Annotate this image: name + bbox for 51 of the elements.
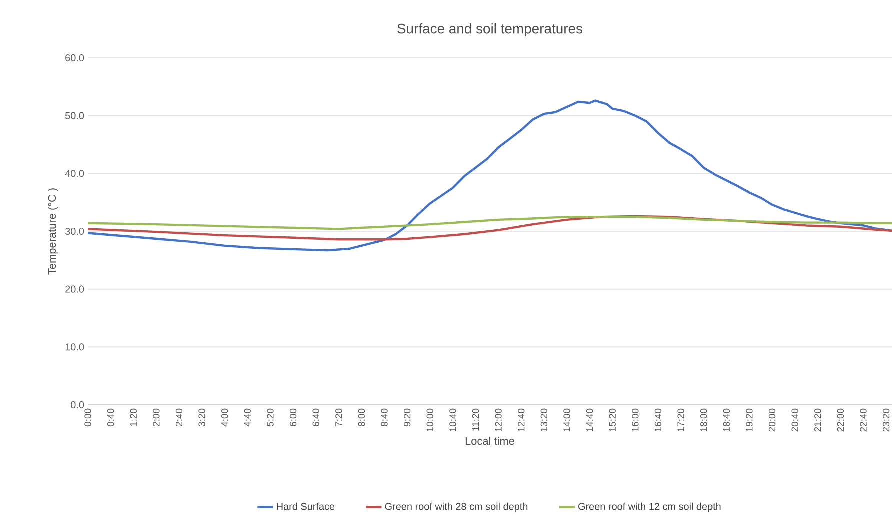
x-tick-label: 13:20	[540, 408, 548, 432]
y-tick-label: 50.0	[65, 112, 84, 120]
x-tick-label: 14:40	[586, 408, 594, 432]
x-tick-label: 18:00	[700, 408, 708, 432]
x-tick-label: 21:20	[814, 408, 822, 432]
x-tick-label: 2:00	[153, 408, 160, 426]
x-tick-label: 3:20	[198, 408, 206, 427]
x-tick-label: 12:00	[495, 408, 502, 432]
y-tick-label: 60.0	[66, 54, 84, 62]
legend-label: Hard Surface	[277, 502, 335, 510]
x-tick-label: 22:40	[860, 408, 867, 432]
x-tick-label: 15:20	[609, 408, 616, 432]
y-axis-title: Temperature (°C )	[48, 188, 58, 275]
x-tick-label: 9:20	[404, 408, 411, 427]
y-tick-label: 30.0	[65, 228, 84, 236]
x-tick-label: 19:20	[746, 408, 753, 432]
x-tick-label: 7:20	[336, 408, 342, 426]
x-tick-label: 18:40	[723, 408, 730, 432]
chart-title: Surface and soil temperatures	[398, 24, 582, 36]
line-series	[86, 100, 892, 252]
x-tick-label: 20:40	[792, 408, 798, 432]
y-tick-label: 20.0	[66, 286, 84, 293]
x-tick-label: 4:00	[222, 408, 228, 427]
x-tick-label: 11:20	[472, 408, 480, 431]
x-tick-label: 8:40	[381, 408, 388, 427]
x-tick-label: 8:00	[358, 408, 366, 427]
x-tick-label: 6:00	[290, 408, 297, 426]
y-tick-label: 10.0	[66, 344, 84, 351]
x-tick-label: 14:00	[564, 408, 570, 432]
x-tick-label: 17:20	[678, 408, 684, 432]
x-tick-label: 10:40	[450, 408, 456, 432]
y-tick-label: 0.0	[71, 401, 84, 409]
x-tick-label: 16:00	[632, 408, 639, 432]
x-tick-label: 22:00	[837, 408, 844, 432]
x-tick-label: 0:40	[107, 408, 114, 427]
x-tick-label: 23:20	[882, 408, 890, 432]
x-axis-title: Local time	[466, 437, 514, 446]
x-tick-label: 16:40	[654, 408, 662, 432]
legend-label: Green roof with 28 cm soil depth	[385, 502, 528, 512]
x-tick-label: 2:40	[176, 408, 183, 426]
y-tick-label: 40.0	[65, 170, 84, 178]
x-tick-label: 10:00	[426, 408, 434, 432]
x-tick-label: 0:00	[84, 408, 92, 427]
x-tick-label: 20:00	[768, 408, 776, 432]
legend-label: Green roof with 12 cm soil depth	[578, 502, 721, 512]
x-tick-label: 6:40	[312, 408, 320, 426]
x-tick-label: 4:40	[244, 408, 252, 427]
x-tick-label: 1:20	[130, 408, 137, 426]
x-tick-label: 12:40	[518, 408, 525, 432]
line-series	[86, 215, 892, 241]
x-tick-label: 5:20	[267, 408, 274, 427]
